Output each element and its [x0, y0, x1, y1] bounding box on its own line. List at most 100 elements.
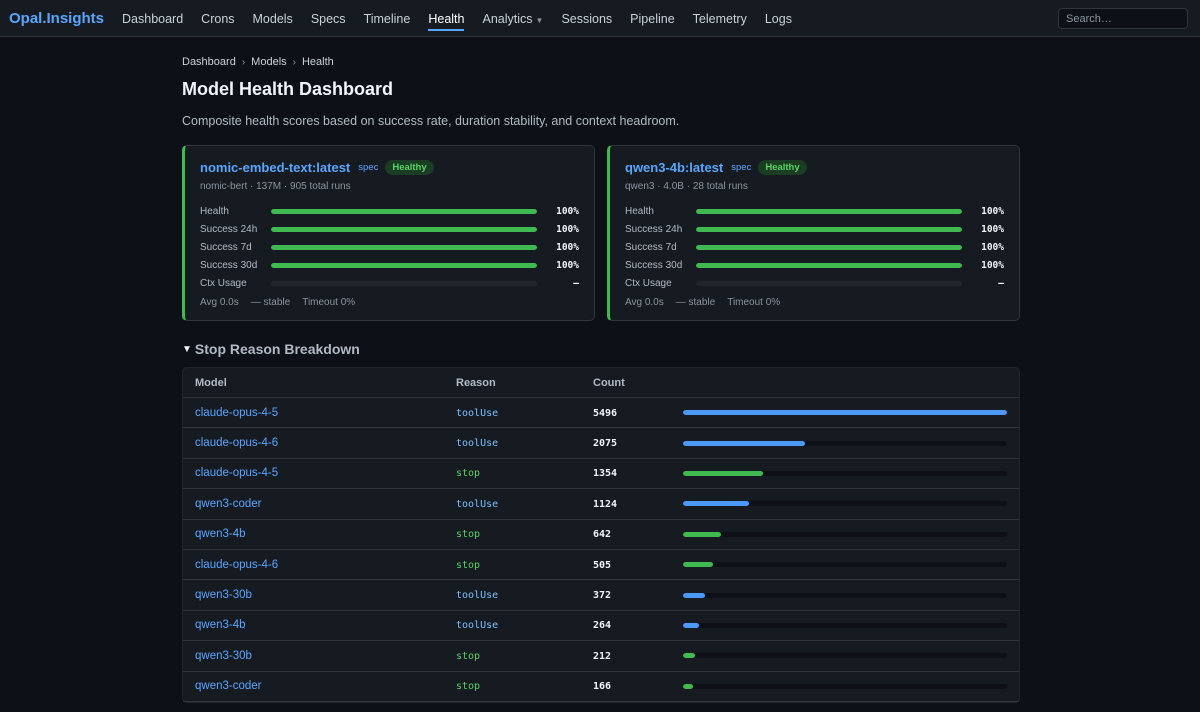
nav-item-crons[interactable]: Crons: [201, 4, 234, 33]
metric-rows: Health 100% Success 24h 100% Success 7d 100% S…: [625, 202, 1004, 292]
metric-label: Success 30d: [625, 259, 683, 271]
nav-item-timeline[interactable]: Timeline: [364, 4, 411, 33]
nav-item-label: Dashboard: [122, 11, 184, 26]
metric-value: 100%: [981, 223, 1004, 235]
model-cell: claude-opus-4-5: [183, 467, 444, 479]
nav-item-label: Crons: [201, 11, 235, 26]
stop-reason-toggle[interactable]: ▼ Stop Reason Breakdown: [182, 341, 1020, 357]
breadcrumb-dashboard[interactable]: Dashboard: [182, 56, 236, 68]
metric-row: Success 30d 100%: [625, 256, 1004, 274]
count-bar: [683, 562, 1007, 568]
chevron-right-icon: ›: [241, 56, 246, 68]
breadcrumb: Dashboard › Models › Health: [182, 56, 1020, 68]
nav-item-specs[interactable]: Specs: [311, 4, 346, 33]
brand-logo[interactable]: Opal.Insights: [9, 9, 105, 27]
nav-item-label: Models: [252, 11, 293, 26]
nav-item-pipeline[interactable]: Pipeline: [630, 4, 674, 33]
card-meta: qwen3 · 4.0B · 28 total runs: [625, 181, 748, 192]
breadcrumb-models[interactable]: Models: [251, 56, 287, 68]
metric-bar: [270, 280, 538, 286]
count-cell: 5496: [581, 407, 683, 419]
model-title-link[interactable]: qwen3-4b:latest: [625, 159, 724, 175]
model-title-link[interactable]: nomic-embed-text:latest: [200, 159, 351, 175]
column-header-count[interactable]: Count: [593, 376, 625, 389]
model-link[interactable]: qwen3-30b: [195, 589, 252, 602]
column-header-model[interactable]: Model: [195, 376, 227, 389]
model-cell: qwen3-coder: [183, 498, 444, 510]
model-link[interactable]: claude-opus-4-5: [195, 467, 279, 480]
footer-stat: Avg 0.0s: [625, 297, 664, 308]
metric-value: 100%: [556, 205, 579, 217]
metric-bar: [695, 262, 963, 268]
reason-cell: toolUse: [444, 619, 581, 631]
model-cell: qwen3-30b: [183, 650, 444, 662]
metric-row: Success 24h 100%: [625, 220, 1004, 238]
model-link[interactable]: qwen3-30b: [195, 649, 252, 662]
model-cell: qwen3-coder: [183, 680, 444, 692]
reason-code: stop: [456, 529, 481, 541]
metric-label: Success 7d: [200, 241, 252, 253]
reason-code: toolUse: [456, 407, 499, 419]
reason-cell: stop: [444, 559, 581, 571]
table-row: claude-opus-4-5 toolUse 5496: [183, 398, 1019, 429]
count-bar-fill: [683, 562, 713, 568]
metric-row: Success 7d 100%: [200, 238, 579, 256]
table-body: claude-opus-4-5 toolUse 5496 claude-opus-4-…: [183, 398, 1019, 702]
model-cell: claude-opus-4-6: [183, 559, 444, 571]
nav-item-analytics[interactable]: Analytics ▼: [482, 4, 543, 33]
metric-value: —: [998, 277, 1004, 289]
nav-item-health[interactable]: Health: [428, 4, 465, 33]
nav-item-label: Telemetry: [692, 11, 747, 26]
search-input[interactable]: [1058, 8, 1188, 29]
nav-item-logs[interactable]: Logs: [765, 4, 792, 33]
reason-code: toolUse: [456, 620, 499, 632]
footer-stat: Timeout 0%: [727, 297, 781, 308]
breadcrumb-health: Health: [301, 56, 334, 68]
count-value: 372: [593, 590, 612, 602]
count-bar-fill: [683, 531, 721, 537]
count-value: 505: [593, 559, 612, 571]
count-cell: 642: [581, 528, 683, 540]
count-bar: [683, 683, 1007, 689]
count-bar: [683, 501, 1007, 507]
nav-item-label: Logs: [764, 11, 792, 26]
model-link[interactable]: qwen3-coder: [195, 497, 262, 510]
nav-item-telemetry[interactable]: Telemetry: [693, 4, 747, 33]
nav-item-label: Specs: [310, 11, 346, 26]
footer-stat: — stable: [675, 297, 716, 308]
metric-label: Ctx Usage: [625, 277, 672, 289]
reason-code: stop: [456, 650, 481, 662]
bar-cell: [683, 531, 1019, 537]
reason-cell: stop: [444, 467, 581, 479]
bar-cell: [683, 562, 1019, 568]
count-value: 642: [593, 529, 612, 541]
footer-stat: Timeout 0%: [302, 297, 356, 308]
model-link[interactable]: qwen3-4b: [195, 619, 246, 632]
caret-down-icon: ▼: [535, 15, 544, 25]
table-row: claude-opus-4-5 stop 1354: [183, 459, 1019, 490]
nav-item-label: Analytics: [482, 11, 533, 26]
metric-bar-fill: [270, 208, 538, 214]
model-link[interactable]: claude-opus-4-6: [195, 558, 279, 571]
nav-item-sessions[interactable]: Sessions: [561, 4, 612, 33]
page-title: Model Health Dashboard: [182, 79, 394, 99]
bar-cell: [683, 683, 1019, 689]
model-link[interactable]: claude-opus-4-5: [195, 406, 279, 419]
metric-bar-fill: [270, 262, 538, 268]
model-cell: claude-opus-4-6: [183, 437, 444, 449]
status-badge: Healthy: [385, 159, 434, 175]
column-header-reason[interactable]: Reason: [456, 376, 496, 389]
metric-rows: Health 100% Success 24h 100% Success 7d 100% S…: [200, 202, 579, 292]
nav-item-label: Pipeline: [630, 11, 675, 26]
nav-item-models[interactable]: Models: [253, 4, 293, 33]
model-link[interactable]: qwen3-coder: [195, 680, 262, 693]
metric-row: Success 30d 100%: [200, 256, 579, 274]
table-row: qwen3-coder stop 166: [183, 672, 1019, 702]
card-footer: Avg 0.0s — stable Timeout 0%: [200, 297, 579, 308]
model-link[interactable]: claude-opus-4-6: [195, 437, 279, 450]
stop-reason-table: Model Reason Count claude-opus-4-5 toolUs…: [182, 367, 1020, 703]
metric-label: Success 7d: [625, 241, 677, 253]
nav-item-dashboard[interactable]: Dashboard: [122, 4, 183, 33]
model-link[interactable]: qwen3-4b: [195, 528, 246, 541]
table-row: claude-opus-4-6 stop 505: [183, 550, 1019, 581]
